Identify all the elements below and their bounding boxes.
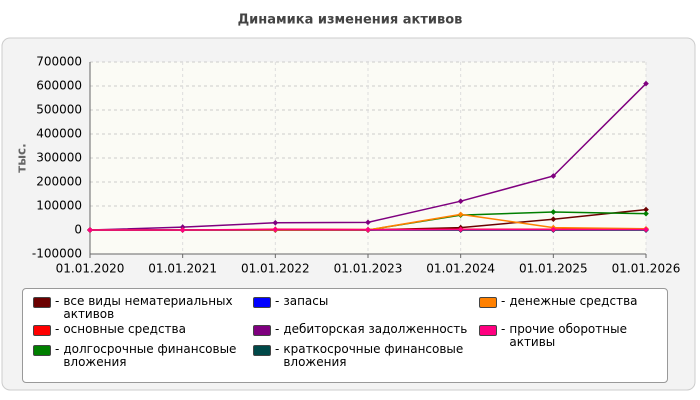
point bbox=[179, 227, 186, 233]
y-tick-label: 500000 bbox=[36, 103, 82, 117]
point bbox=[643, 210, 649, 217]
legend-dash: - bbox=[275, 322, 280, 336]
legend-label: краткосрочные финансовые вложения bbox=[283, 342, 464, 369]
legend-label: основные средства bbox=[63, 322, 186, 336]
x-tick-label: 01.01.2023 bbox=[334, 262, 403, 276]
y-tick-label: 0 bbox=[74, 223, 82, 237]
legend-label: прочие оборотные активы bbox=[509, 322, 627, 349]
point bbox=[272, 219, 279, 226]
legend-item: - долгосрочные финансовые вложения bbox=[33, 343, 253, 383]
point bbox=[643, 206, 649, 213]
point bbox=[550, 216, 557, 223]
y-tick-label: 200000 bbox=[36, 175, 82, 189]
x-tick-label: 01.01.2026 bbox=[612, 262, 681, 276]
point bbox=[643, 80, 649, 87]
legend-dash: - bbox=[275, 294, 280, 308]
point bbox=[179, 224, 186, 230]
legend-dash: - bbox=[55, 322, 60, 336]
x-tick-label: 01.01.2024 bbox=[426, 262, 495, 276]
y-tick-label: 600000 bbox=[36, 79, 82, 93]
legend-label: все виды нематериальных активов bbox=[63, 294, 233, 321]
legend-item: - краткосрочные финансовые вложения bbox=[253, 343, 479, 383]
chart-title: Динамика изменения активов bbox=[238, 13, 463, 28]
point bbox=[457, 198, 464, 205]
legend-swatch bbox=[253, 325, 271, 336]
y-tick-label: 100000 bbox=[36, 199, 82, 213]
legend-dash: - bbox=[55, 294, 60, 308]
legend-item: - денежные средства bbox=[479, 295, 669, 323]
legend-dash: - bbox=[501, 294, 506, 308]
x-tick-label: 01.01.2025 bbox=[519, 262, 588, 276]
point bbox=[550, 173, 557, 179]
point bbox=[365, 226, 371, 233]
legend-swatch bbox=[33, 297, 51, 308]
legend: - все виды нематериальных активов - основны… bbox=[22, 288, 668, 383]
legend-swatch bbox=[33, 345, 51, 356]
x-tick-label: 01.01.2020 bbox=[56, 262, 125, 276]
legend-dash: - bbox=[55, 342, 60, 356]
point bbox=[87, 227, 93, 233]
legend-swatch bbox=[253, 297, 271, 308]
x-tick-label: 01.01.2021 bbox=[148, 262, 217, 276]
y-axis-label: тыс. bbox=[15, 143, 29, 172]
legend-item: - все виды нематериальных активов bbox=[33, 295, 253, 323]
legend-item: - запасы bbox=[253, 295, 479, 323]
point bbox=[643, 226, 649, 233]
legend-label: запасы bbox=[283, 294, 329, 308]
point bbox=[272, 226, 279, 233]
y-tick-label: -100000 bbox=[32, 247, 82, 261]
legend-label: дебиторская задолженность bbox=[283, 322, 468, 336]
legend-swatch bbox=[33, 325, 51, 336]
y-tick-label: 700000 bbox=[36, 55, 82, 69]
legend-dash: - bbox=[275, 342, 280, 356]
legend-item: - прочие оборотные активы bbox=[479, 322, 669, 349]
legend-dash: - bbox=[501, 322, 506, 336]
x-tick-label: 01.01.2022 bbox=[241, 262, 310, 276]
point bbox=[550, 226, 557, 233]
point bbox=[457, 211, 464, 218]
legend-item: - основные средства bbox=[33, 323, 253, 343]
legend-swatch bbox=[479, 297, 497, 308]
legend-swatch bbox=[479, 325, 497, 336]
legend-item: - дебиторская задолженность bbox=[253, 323, 479, 343]
point bbox=[457, 226, 464, 233]
y-tick-label: 400000 bbox=[36, 127, 82, 141]
point bbox=[365, 219, 371, 226]
legend-label: денежные средства bbox=[509, 294, 638, 308]
legend-swatch bbox=[253, 345, 271, 356]
point bbox=[550, 209, 557, 215]
y-tick-label: 300000 bbox=[36, 151, 82, 165]
legend-label: долгосрочные финансовые вложения bbox=[63, 342, 237, 369]
